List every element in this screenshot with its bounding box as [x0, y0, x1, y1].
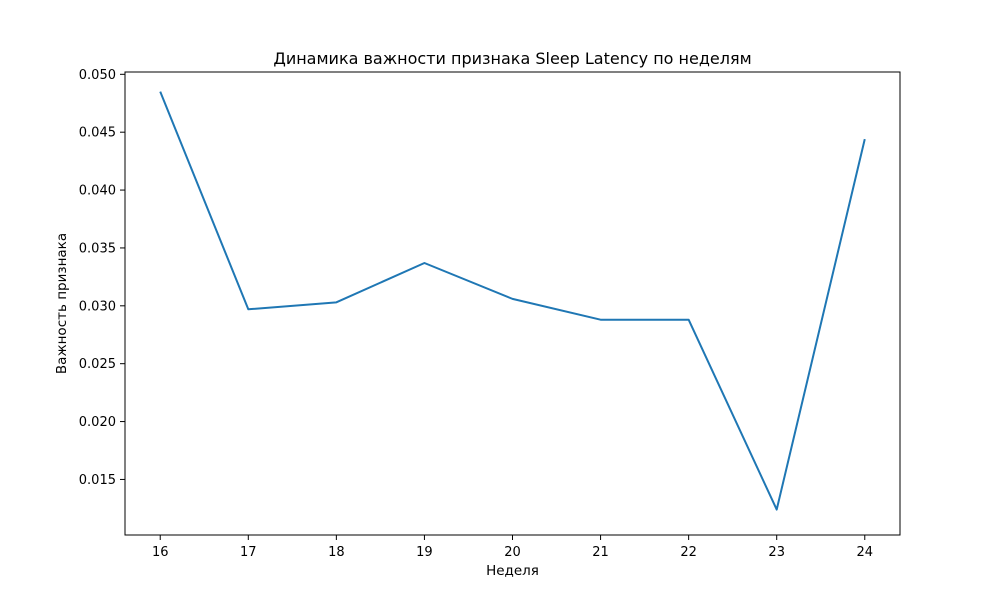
y-tick-label: 0.045 — [79, 126, 116, 141]
y-tick-label: 0.025 — [79, 357, 116, 372]
x-tick-label: 16 — [152, 545, 169, 560]
y-tick-label: 0.030 — [79, 299, 116, 314]
x-tick-label: 24 — [856, 545, 873, 560]
plot-frame — [124, 71, 901, 536]
y-tick-label: 0.035 — [79, 241, 116, 256]
x-tick-label: 19 — [416, 545, 433, 560]
series-line — [159, 91, 866, 511]
x-tick-label: 21 — [592, 545, 609, 560]
x-axis-label: Неделя — [486, 563, 539, 579]
y-axis-label: Важность признака — [54, 233, 70, 374]
x-axis-ticks: 16 17 18 19 20 21 22 23 24 — [152, 535, 873, 560]
y-tick-label: 0.015 — [79, 473, 116, 488]
plot-area — [125, 72, 900, 535]
y-axis-ticks: 0.015 0.020 0.025 0.030 0.035 0.040 0.045 0.050 — [79, 68, 125, 488]
y-tick-label: 0.050 — [79, 68, 116, 83]
x-tick-label: 17 — [240, 545, 257, 560]
y-tick-label: 0.020 — [79, 415, 116, 430]
y-tick-label: 0.040 — [79, 184, 116, 199]
chart-title: Динамика важности признака Sleep Latency… — [273, 49, 751, 68]
x-tick-label: 22 — [680, 545, 697, 560]
x-tick-label: 23 — [768, 545, 785, 560]
x-tick-label: 20 — [504, 545, 521, 560]
x-tick-label: 18 — [328, 545, 345, 560]
